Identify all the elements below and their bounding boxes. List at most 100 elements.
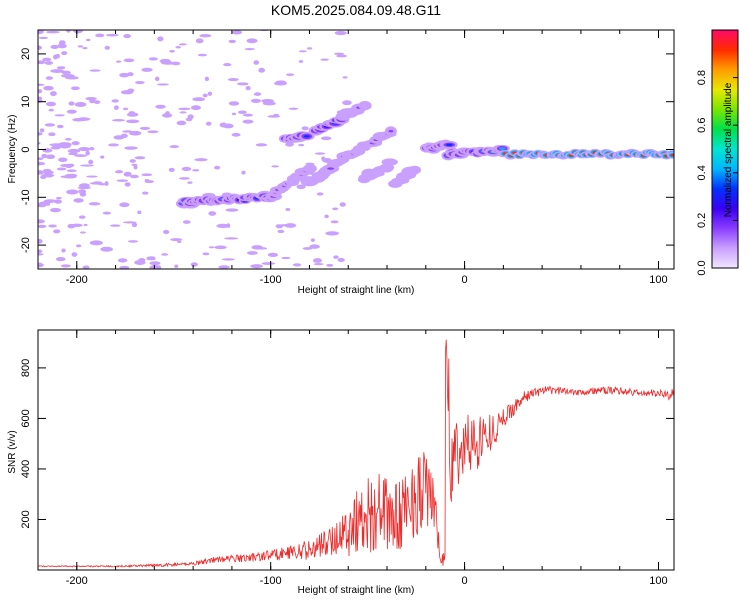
heatmap-speckle bbox=[49, 207, 61, 213]
spectrogram-ytick-label: 0 bbox=[20, 146, 32, 152]
heatmap-speckle bbox=[45, 30, 60, 34]
heatmap-speckle bbox=[149, 265, 161, 269]
heatmap-speckle bbox=[178, 43, 187, 46]
heatmap-speckle bbox=[110, 224, 121, 227]
heatmap-speckle bbox=[261, 98, 274, 104]
heatmap-speckle bbox=[302, 247, 313, 250]
heatmap-speckle bbox=[271, 165, 280, 168]
heatmap-speckle bbox=[129, 130, 142, 136]
snr-ytick-label: 600 bbox=[20, 409, 32, 427]
heatmap-speckle bbox=[326, 263, 334, 267]
heatmap-speckle bbox=[258, 67, 265, 73]
snr-xlabel: Height of straight line (km) bbox=[298, 585, 415, 596]
heatmap-speckle bbox=[124, 182, 131, 187]
spectrogram-xtick-label: 0 bbox=[462, 274, 468, 286]
heatmap-speckle bbox=[177, 240, 182, 244]
heatmap-speckle bbox=[286, 73, 295, 76]
heatmap-speckle bbox=[38, 224, 47, 228]
snr-panel: -200 -100 0 100 200 400 600 800 Height of strai… bbox=[7, 329, 675, 596]
snr-ytick-label: 200 bbox=[20, 510, 32, 528]
heatmap-speckle bbox=[127, 72, 134, 77]
heatmap-speckle bbox=[250, 98, 262, 103]
heatmap-speckle bbox=[197, 53, 207, 57]
heatmap-speckle bbox=[223, 62, 232, 67]
heatmap-speckle bbox=[253, 60, 260, 65]
heatmap-speckle bbox=[39, 128, 45, 133]
snr-ticks: -200 -100 0 100 200 400 600 800 bbox=[20, 330, 674, 587]
heatmap-speckle bbox=[100, 155, 105, 159]
heatmap-speckle bbox=[82, 46, 88, 50]
heatmap-speckle bbox=[228, 39, 236, 44]
snr-frame bbox=[37, 329, 675, 571]
heatmap-speckle bbox=[83, 223, 88, 227]
heatmap-speckle bbox=[306, 47, 313, 50]
heatmap-speckle bbox=[61, 70, 71, 75]
heatmap-speckle bbox=[78, 215, 86, 219]
snr-series-line bbox=[38, 339, 674, 568]
heatmap-speckle bbox=[48, 108, 54, 112]
heatmap-speckle bbox=[126, 119, 140, 124]
heatmap-speckle bbox=[73, 198, 84, 203]
heatmap-speckle bbox=[38, 132, 43, 136]
heatmap-speckle bbox=[89, 147, 95, 151]
heatmap-speckle bbox=[292, 263, 302, 267]
heatmap-speckle bbox=[67, 223, 76, 229]
heatmap-speckle bbox=[58, 157, 68, 163]
colorbar-label: Normalized spectral amplitude bbox=[723, 82, 734, 217]
heatmap-speckle bbox=[38, 249, 43, 254]
heatmap-speckle bbox=[163, 229, 170, 235]
heatmap-speckle bbox=[218, 265, 230, 269]
heatmap-speckle bbox=[339, 202, 346, 207]
heatmap-speckle bbox=[134, 260, 146, 266]
heatmap-cell-core bbox=[446, 143, 453, 147]
colorbar-tick-label: 0.2 bbox=[696, 213, 708, 228]
heatmap-speckle bbox=[192, 169, 200, 172]
heatmap-speckle bbox=[228, 101, 240, 106]
heatmap-speckle bbox=[337, 257, 345, 263]
heatmap-speckle bbox=[273, 113, 280, 117]
snr-marks bbox=[38, 339, 674, 568]
heatmap-speckle bbox=[231, 112, 237, 116]
heatmap-speckle bbox=[78, 146, 91, 152]
heatmap-speckle bbox=[333, 255, 339, 259]
heatmap-speckle bbox=[281, 256, 291, 260]
spectrogram-ytick-label: -10 bbox=[20, 189, 32, 205]
heatmap-speckle bbox=[71, 252, 78, 257]
heatmap-speckle bbox=[41, 173, 55, 178]
heatmap-speckle bbox=[120, 90, 134, 95]
heatmap-speckle bbox=[129, 159, 136, 163]
heatmap-speckle bbox=[250, 264, 264, 269]
heatmap-speckle bbox=[237, 82, 249, 86]
heatmap-speckle bbox=[122, 107, 129, 111]
heatmap-speckle bbox=[102, 211, 111, 215]
heatmap-speckle bbox=[38, 161, 46, 166]
heatmap-speckle bbox=[277, 229, 285, 234]
heatmap-speckle bbox=[43, 85, 54, 91]
heatmap-speckle bbox=[334, 30, 347, 36]
heatmap-speckle bbox=[216, 223, 230, 228]
heatmap-speckle bbox=[94, 100, 101, 105]
heatmap-speckle bbox=[58, 142, 72, 148]
heatmap-speckle bbox=[214, 165, 221, 170]
heatmap-speckle bbox=[157, 83, 169, 86]
heatmap-speckle bbox=[313, 263, 324, 266]
heatmap-cell-core bbox=[307, 167, 313, 170]
heatmap-speckle bbox=[38, 83, 45, 86]
heatmap-speckle bbox=[95, 33, 105, 38]
heatmap-speckle bbox=[224, 237, 239, 240]
heatmap-cell-core bbox=[388, 129, 394, 133]
heatmap-speckle bbox=[231, 132, 241, 137]
heatmap-speckle bbox=[279, 224, 291, 227]
heatmap-speckle bbox=[131, 222, 138, 228]
heatmap-cell-core bbox=[327, 167, 335, 170]
heatmap-speckle bbox=[310, 238, 315, 242]
heatmap-speckle bbox=[80, 231, 86, 234]
heatmap-speckle bbox=[261, 262, 276, 265]
heatmap-speckle bbox=[38, 202, 48, 208]
heatmap-speckle bbox=[221, 258, 235, 261]
heatmap-speckle bbox=[57, 124, 64, 129]
snr-ytick-label: 800 bbox=[20, 359, 32, 377]
